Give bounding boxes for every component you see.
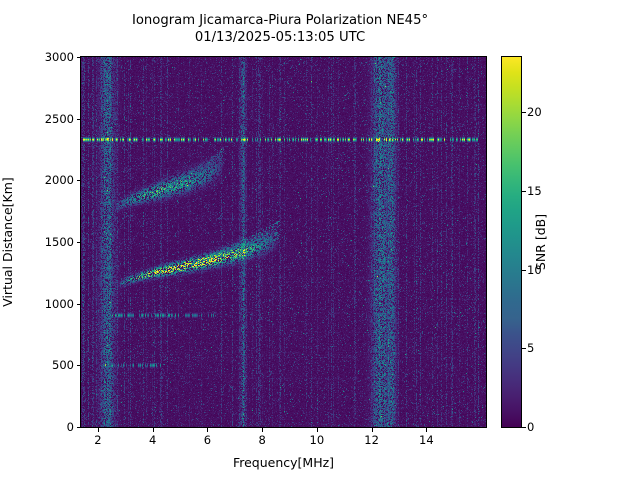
y-tick-label: 2500 <box>44 111 74 126</box>
x-tick-mark <box>207 428 209 432</box>
y-tick-label: 2000 <box>44 173 74 188</box>
y-tick-mark <box>76 427 80 428</box>
colorbar-tick-label: 0 <box>527 420 535 434</box>
x-tick-label: 14 <box>419 433 434 447</box>
x-tick-mark <box>152 428 154 432</box>
x-tick-label: 4 <box>149 433 157 447</box>
x-tick-mark <box>371 428 373 432</box>
y-tick-mark <box>76 180 80 182</box>
x-tick-mark <box>97 428 99 432</box>
x-tick-label: 8 <box>258 433 266 447</box>
y-axis-label: Virtual Distance[Km] <box>0 177 15 307</box>
ionogram-plot-area <box>80 56 487 428</box>
y-tick-label: 3000 <box>44 50 74 64</box>
y-tick-mark <box>76 303 80 305</box>
colorbar <box>501 56 522 428</box>
colorbar-tick-mark <box>522 112 526 114</box>
y-tick-label: 1500 <box>44 235 74 249</box>
x-tick-label: 10 <box>309 433 325 447</box>
plot-title-line-1: Ionogram Jicamarca-Piura Polarization NE… <box>131 13 429 28</box>
x-tick-label: 2 <box>94 433 102 447</box>
y-tick-label: 1000 <box>44 296 74 311</box>
colorbar-tick-mark <box>522 348 526 350</box>
colorbar-tick-label: 20 <box>527 105 542 120</box>
x-axis-label: Frequency[MHz] <box>232 455 335 470</box>
x-tick-mark <box>262 428 264 432</box>
plot-title-line-2: 01/13/2025-05:13:05 UTC <box>194 29 366 45</box>
colorbar-tick-label: 15 <box>527 183 542 198</box>
colorbar-tick-mark <box>522 427 526 428</box>
y-tick-mark <box>76 57 80 58</box>
ionogram-heatmap <box>81 57 486 427</box>
x-tick-label: 6 <box>203 433 212 447</box>
colorbar-tick-mark <box>522 190 526 192</box>
colorbar-tick-label: 5 <box>527 341 535 356</box>
y-tick-mark <box>76 242 80 243</box>
y-tick-label: 500 <box>52 358 74 373</box>
x-tick-mark <box>316 428 318 432</box>
y-tick-mark <box>76 118 80 120</box>
colorbar-tick-mark <box>522 269 526 271</box>
plot-title: Ionogram Jicamarca-Piura Polarization NE… <box>0 13 560 46</box>
x-tick-label: 12 <box>364 433 379 447</box>
y-tick-label: 0 <box>66 420 74 434</box>
y-tick-mark <box>76 365 80 367</box>
colorbar-tick-label: 10 <box>527 262 542 277</box>
x-tick-mark <box>426 428 428 432</box>
colorbar-label: SNR [dB] <box>533 213 548 271</box>
